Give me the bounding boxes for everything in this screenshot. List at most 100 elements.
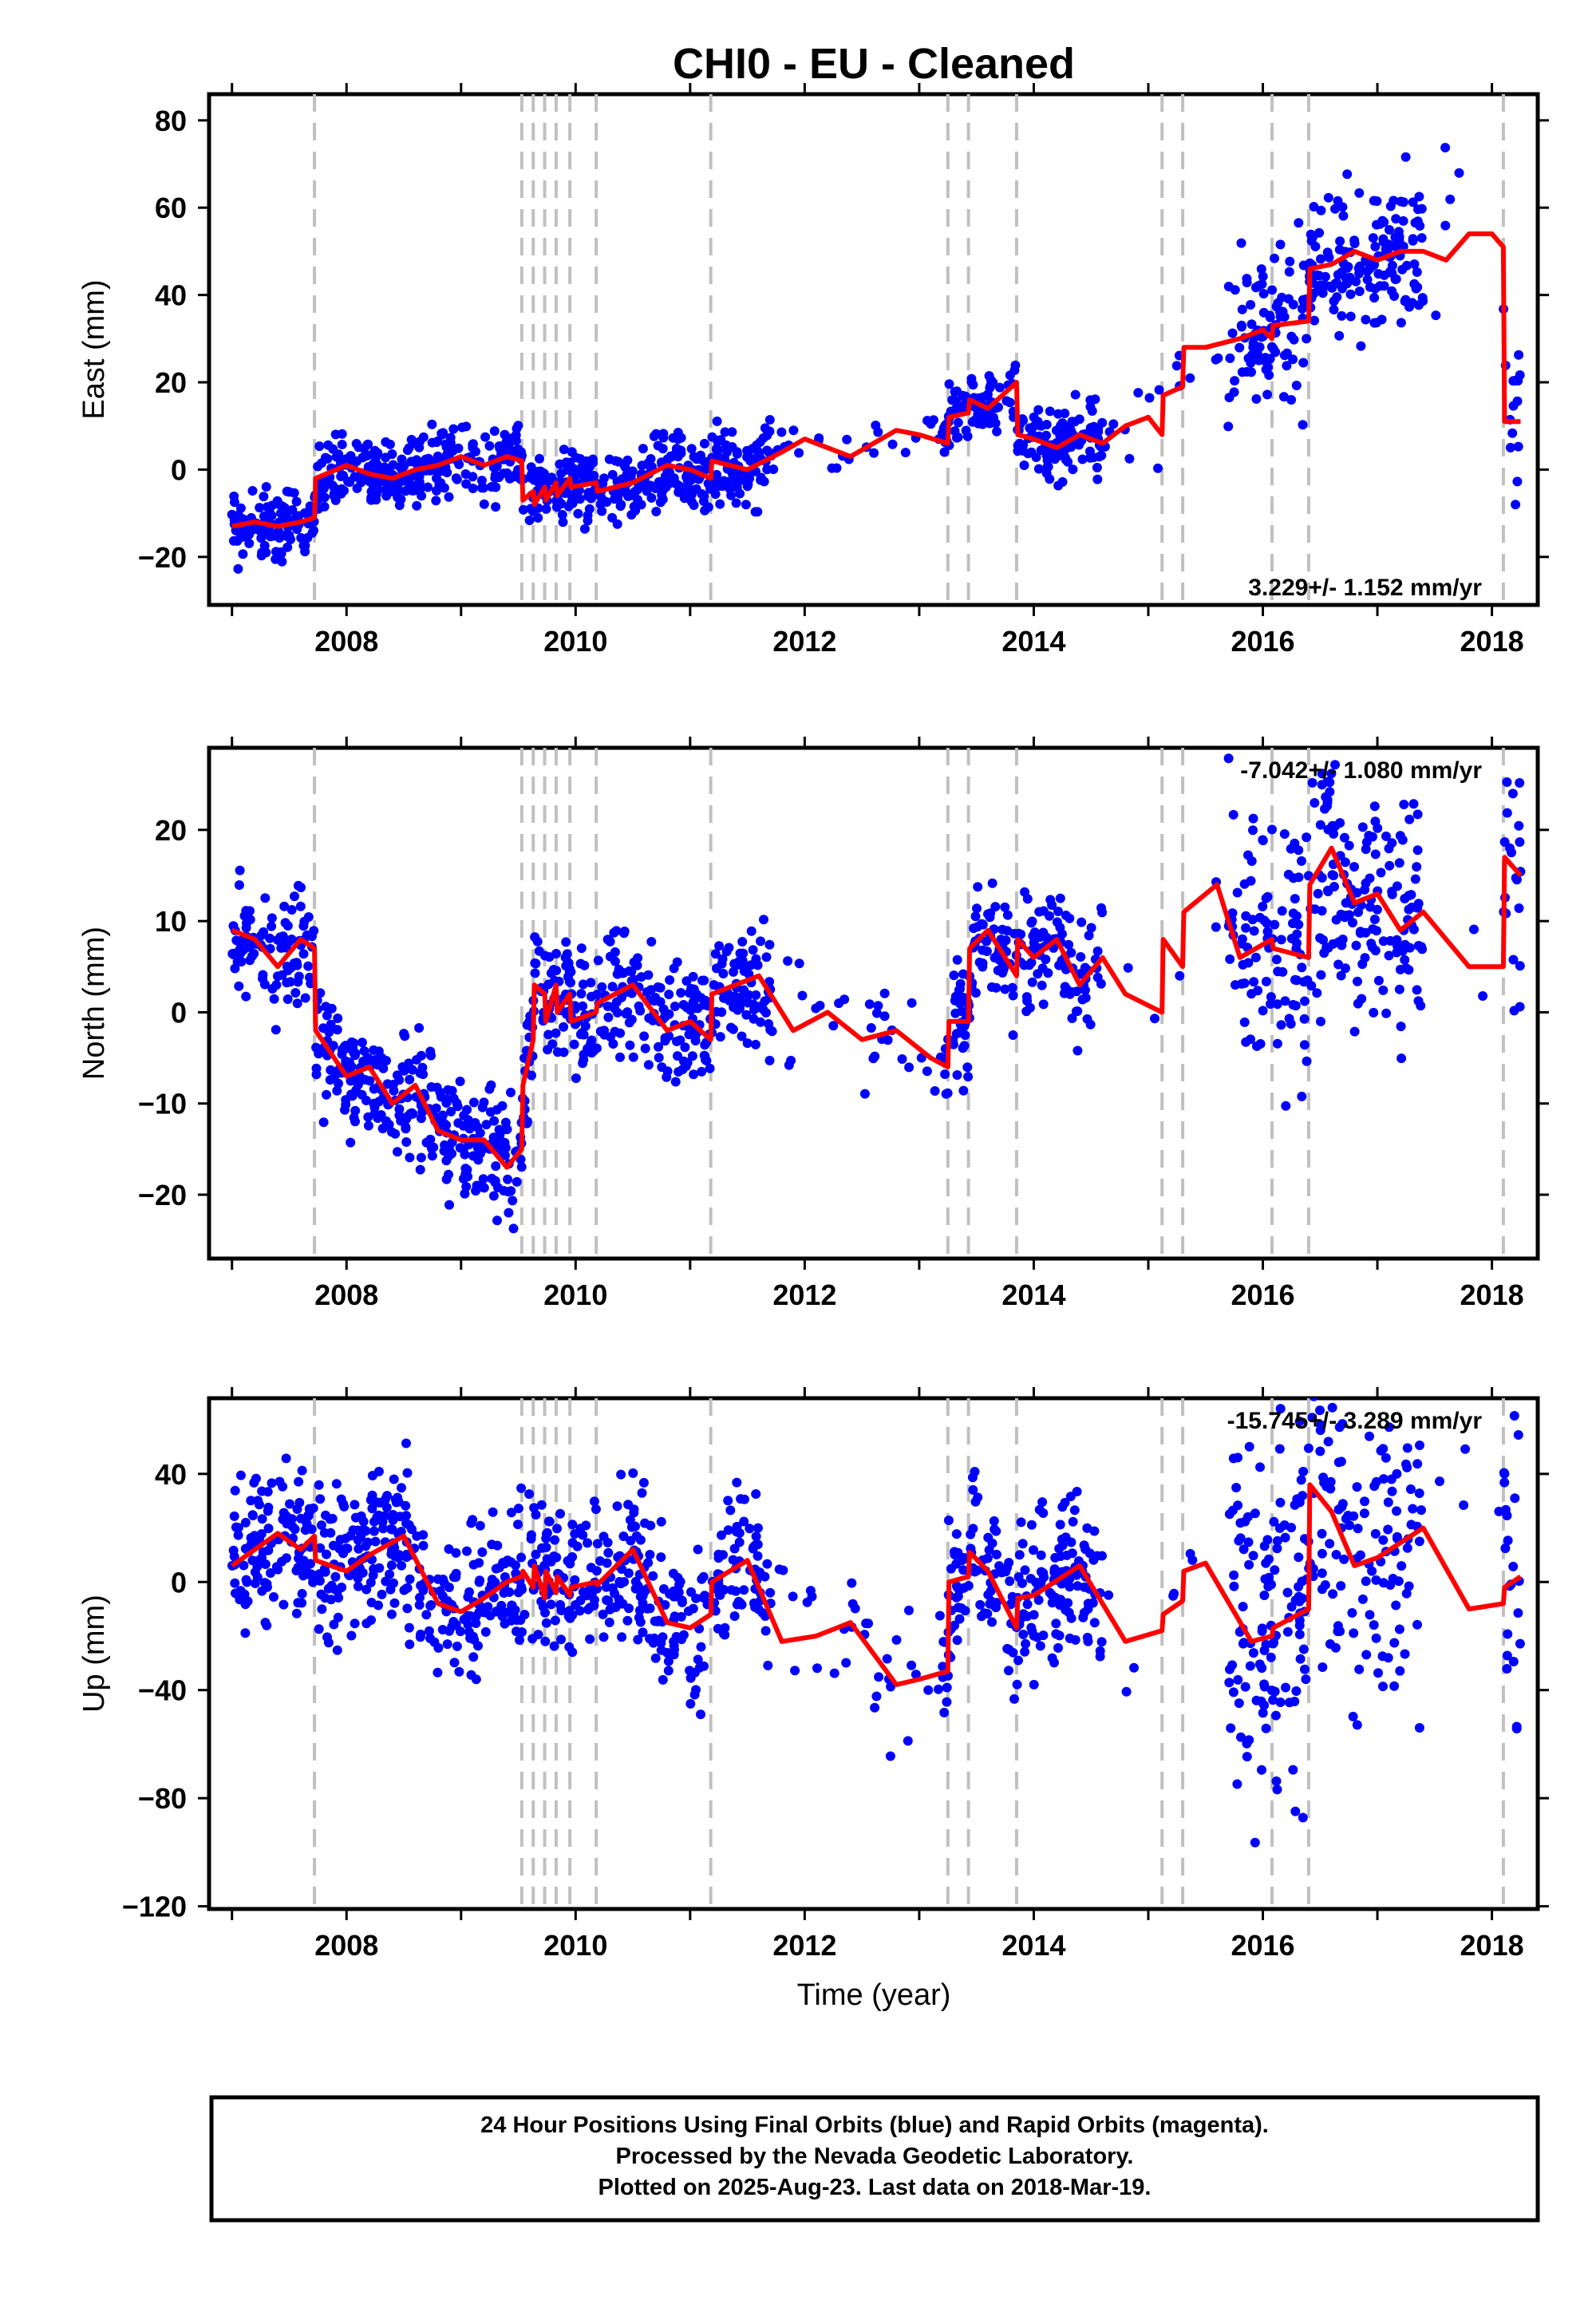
data-point [575, 468, 586, 478]
data-point [748, 945, 758, 955]
data-point [1349, 235, 1360, 246]
data-point [269, 1592, 279, 1602]
data-point [1387, 268, 1397, 279]
data-point [252, 1561, 263, 1571]
data-point [1033, 405, 1044, 415]
data-point [1508, 376, 1519, 386]
data-point [1284, 267, 1294, 277]
data-point [982, 947, 992, 956]
data-point [602, 1595, 612, 1605]
data-point [989, 924, 999, 935]
data-point [685, 1005, 696, 1015]
x-axis-north: 2008 2010 2012 2014 2016 2018 [231, 737, 1524, 1311]
data-point [565, 1613, 575, 1623]
data-point [1067, 1548, 1077, 1559]
data-point [1459, 1500, 1469, 1510]
data-point [1412, 267, 1422, 277]
data-point [1000, 984, 1010, 994]
data-point [1275, 1697, 1286, 1707]
data-point [1413, 899, 1424, 909]
data-point [648, 1571, 658, 1581]
data-point [317, 1604, 327, 1614]
data-point [334, 1593, 344, 1603]
data-point [1291, 1686, 1302, 1696]
data-point [462, 1546, 472, 1556]
data-point [1515, 1638, 1525, 1649]
data-point [950, 995, 960, 1006]
data-point [1241, 911, 1251, 921]
data-point [1297, 303, 1307, 314]
data-point [1333, 959, 1344, 970]
data-point [1096, 903, 1106, 913]
data-point [934, 1684, 943, 1694]
data-point [741, 1010, 752, 1020]
data-point [476, 1141, 486, 1151]
data-point [524, 516, 535, 525]
data-point [282, 1519, 292, 1529]
data-point [397, 1560, 407, 1571]
data-point [1408, 234, 1418, 244]
data-point [624, 1018, 634, 1028]
data-point [332, 1645, 342, 1655]
data-point [437, 466, 447, 476]
data-point [723, 1496, 733, 1506]
data-point [1298, 1491, 1308, 1501]
data-point [1416, 233, 1427, 243]
data-point [741, 500, 751, 510]
data-point [393, 492, 403, 503]
data-point [753, 507, 763, 517]
data-point [1274, 1523, 1285, 1533]
data-point [513, 1504, 523, 1514]
data-point [1317, 1528, 1327, 1539]
data-point [1370, 849, 1381, 860]
data-point [1379, 270, 1389, 280]
data-point [295, 901, 306, 911]
data-point [683, 1606, 693, 1616]
data-point [1349, 1026, 1360, 1037]
data-point [555, 1599, 566, 1610]
data-point [618, 968, 629, 978]
data-point [1185, 373, 1195, 383]
data-point [1250, 283, 1261, 293]
data-point [1365, 1610, 1375, 1620]
data-point [1309, 1398, 1318, 1401]
data-point [1080, 993, 1091, 1003]
data-point [489, 1116, 500, 1126]
data-point [607, 982, 618, 992]
data-point [267, 921, 277, 931]
data-point [757, 1607, 768, 1618]
data-point [291, 496, 302, 507]
data-point [1507, 788, 1518, 799]
data-point [646, 937, 657, 947]
data-point [1334, 330, 1345, 341]
data-point [755, 437, 765, 447]
data-point [900, 448, 911, 457]
data-point [461, 1182, 472, 1192]
data-point [643, 970, 654, 980]
data-point [1232, 1779, 1242, 1789]
data-point [498, 1558, 508, 1567]
data-point [585, 1603, 595, 1613]
data-point [448, 424, 459, 434]
data-point [673, 428, 683, 437]
data-point [259, 927, 269, 937]
data-point [1384, 844, 1394, 854]
data-point [497, 1611, 508, 1622]
data-point [626, 470, 636, 480]
data-point [551, 949, 561, 958]
data-point [1095, 1646, 1105, 1656]
data-point [983, 1590, 994, 1600]
data-point [541, 1618, 551, 1628]
data-point [615, 1052, 625, 1062]
data-point [1272, 1784, 1282, 1795]
data-point [1133, 388, 1144, 398]
data-point [341, 1041, 351, 1050]
data-point [413, 478, 424, 488]
data-point [351, 439, 361, 449]
data-point [1414, 192, 1424, 202]
data-point [990, 953, 1000, 962]
data-point [1068, 1516, 1078, 1527]
data-point [1270, 1686, 1280, 1697]
data-point [423, 482, 433, 492]
data-point [670, 1002, 680, 1011]
